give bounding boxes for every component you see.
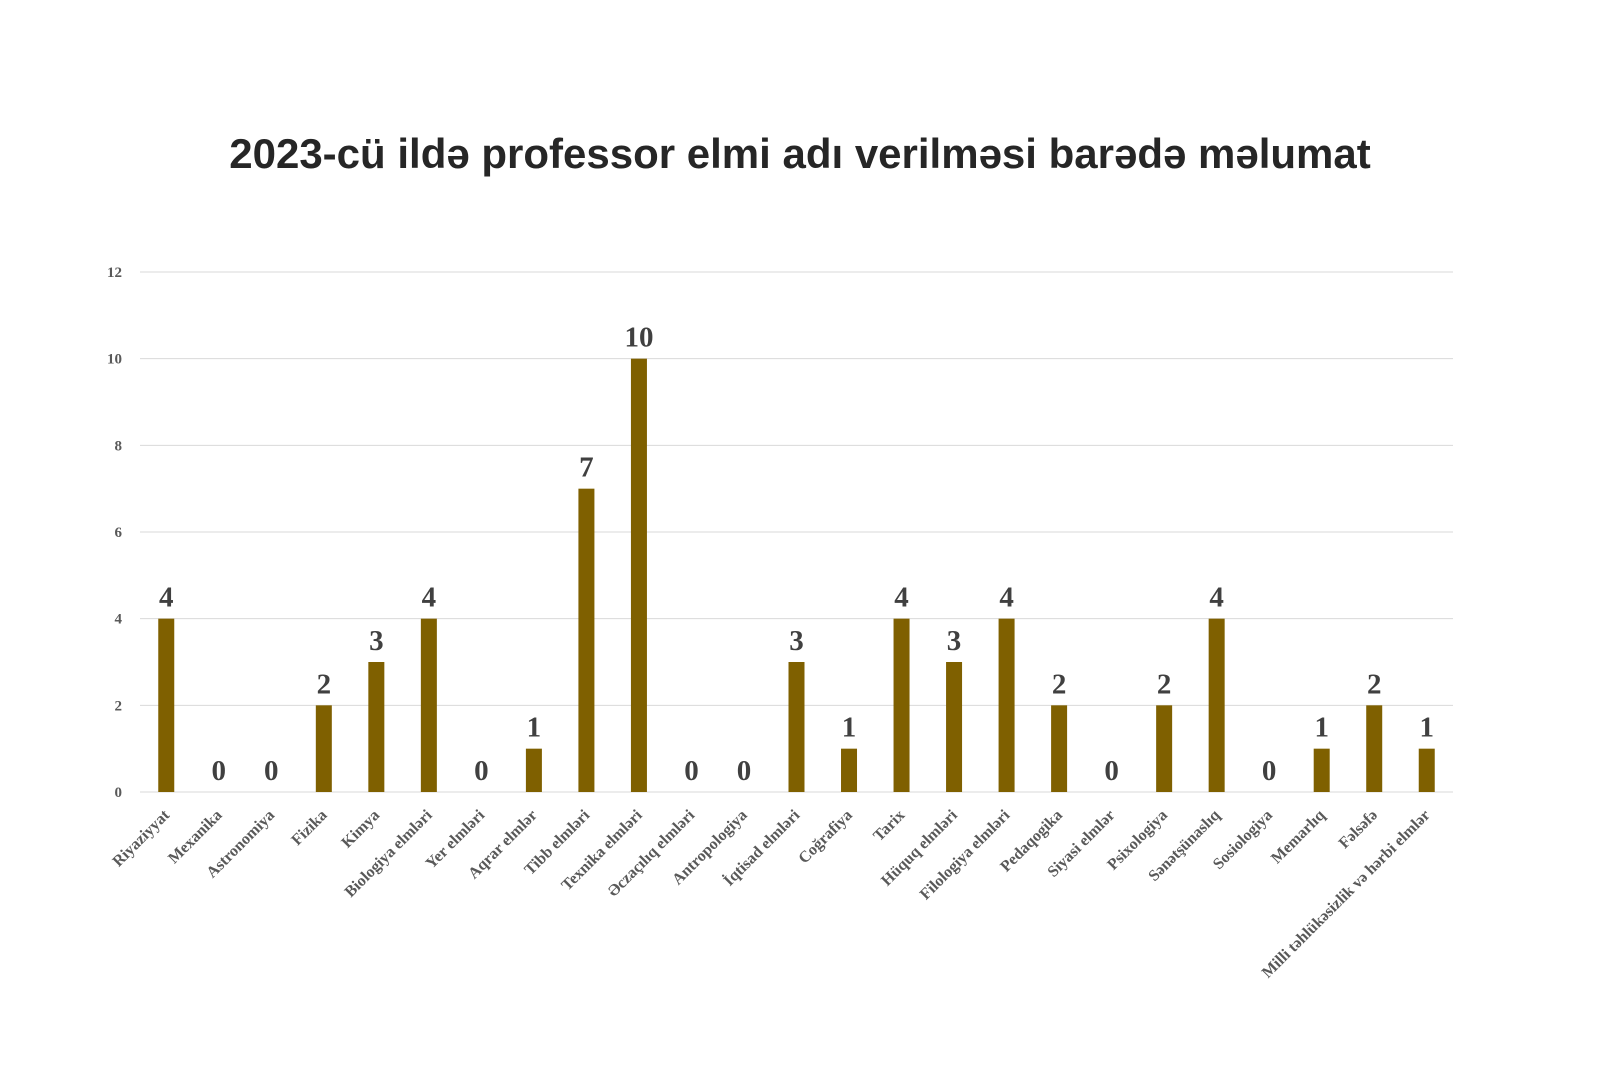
y-tick-label: 8: [115, 438, 123, 454]
x-tick-label: Fizika: [288, 807, 330, 849]
bars: [158, 358, 1435, 792]
data-label: 2: [1052, 668, 1067, 700]
y-tick-label: 0: [115, 785, 123, 801]
data-label: 2: [1157, 668, 1172, 700]
bar: [315, 705, 332, 792]
data-label: 4: [159, 582, 174, 614]
x-tick-label: Biologiya elmləri: [342, 806, 436, 900]
bar: [893, 618, 910, 792]
bar: [1366, 705, 1383, 792]
x-tick-label: Memarlıq: [1268, 807, 1328, 867]
data-label: 2: [317, 668, 332, 700]
data-label: 3: [789, 625, 804, 657]
data-label: 3: [369, 625, 384, 657]
bar: [578, 488, 595, 792]
y-tick-label: 2: [115, 698, 123, 714]
y-axis: 0 2 4 6 8 10 12: [107, 265, 123, 801]
data-label: 3: [947, 625, 962, 657]
bar: [946, 662, 963, 792]
data-label: 0: [474, 755, 489, 787]
x-tick-label: Kimya: [338, 807, 383, 852]
data-label: 0: [1104, 755, 1119, 787]
bar: [1208, 618, 1225, 792]
data-label: 1: [1419, 712, 1434, 744]
data-label: 0: [737, 755, 752, 787]
bar: [1156, 705, 1173, 792]
y-tick-label: 4: [115, 612, 123, 628]
bar: [368, 662, 385, 792]
x-tick-label: Coğrafiya: [795, 807, 855, 867]
data-label: 1: [1314, 712, 1329, 744]
bar: [525, 748, 542, 792]
bar: [630, 358, 647, 792]
y-tick-label: 12: [107, 265, 122, 281]
bar: [158, 618, 175, 792]
bar: [998, 618, 1015, 792]
data-label: 7: [579, 452, 594, 484]
bar: [1051, 705, 1068, 792]
data-label: 10: [624, 322, 653, 354]
y-tick-label: 6: [115, 525, 123, 541]
bar: [841, 748, 858, 792]
chart-title: 2023-cü ildə professor elmi adı verilməs…: [229, 130, 1371, 177]
data-label: 0: [684, 755, 699, 787]
data-label: 4: [1209, 582, 1224, 614]
data-label: 1: [842, 712, 857, 744]
data-label: 4: [894, 582, 909, 614]
x-tick-label: Riyaziyyat: [110, 806, 174, 870]
bar: [420, 618, 437, 792]
x-tick-label: Fəlsəfə: [1336, 807, 1381, 852]
x-tick-label: Tarix: [870, 807, 908, 845]
data-label: 2: [1367, 668, 1382, 700]
x-tick-label: Filologiya elmləri: [917, 806, 1014, 903]
data-label: 0: [1262, 755, 1277, 787]
data-label: 1: [527, 712, 542, 744]
data-label: 4: [422, 582, 437, 614]
y-tick-label: 10: [107, 352, 122, 368]
data-label: 0: [264, 755, 279, 787]
bar: [1313, 748, 1330, 792]
data-label: 0: [212, 755, 227, 787]
bar: [1418, 748, 1435, 792]
data-labels: 4 0 0 2 3 4 0 1 7 10 0 0 3 1 4 3 4 2 0 2 4 0 1 2 1: [159, 322, 1434, 787]
bar: [788, 662, 805, 792]
data-label: 4: [999, 582, 1014, 614]
